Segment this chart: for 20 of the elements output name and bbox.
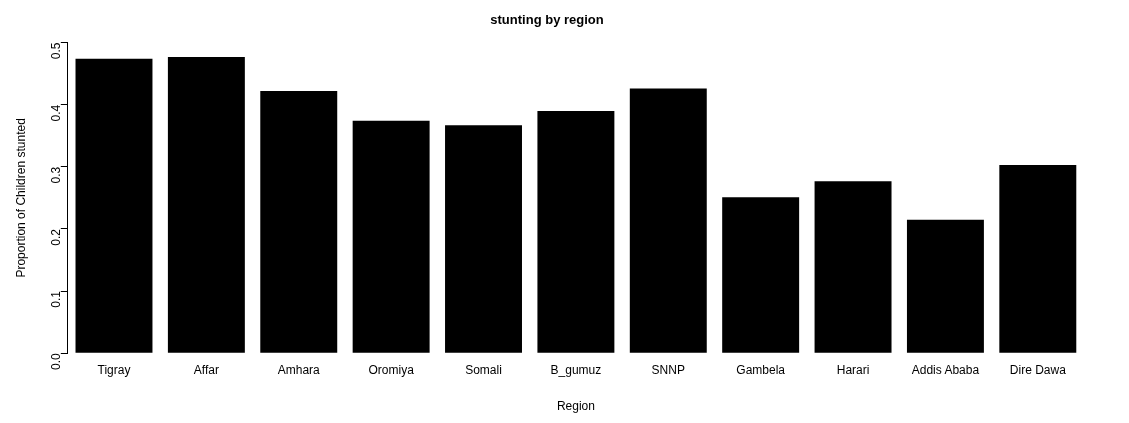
x-tick-label: Somali: [465, 362, 502, 377]
x-tick-label: B_gumuz: [550, 362, 602, 377]
x-tick-label: Dire Dawa: [1009, 362, 1067, 377]
x-tick-label: Oromiya: [368, 362, 415, 377]
x-tick-label: SNNP: [651, 362, 685, 377]
x-tick-label: Tigray: [97, 362, 131, 377]
x-tick-label: Harari: [836, 362, 870, 377]
chart-title: stunting by region: [490, 12, 604, 28]
y-tick-label: 0.0: [49, 352, 64, 370]
y-tick-label: 0.4: [49, 104, 64, 122]
y-tick-label: 0.3: [49, 166, 64, 184]
x-tick-label: Affar: [193, 362, 219, 377]
x-tick-label: Addis Ababa: [911, 362, 980, 377]
y-tick-label: 0.5: [49, 42, 64, 60]
x-tick-label: Amhara: [277, 362, 321, 377]
y-tick-label: 0.1: [49, 290, 64, 308]
x-tick-label: Gambela: [736, 362, 786, 377]
y-axis-title: Proportion of Children stunted: [13, 118, 28, 278]
x-axis-title: Region: [556, 399, 595, 414]
y-tick-label: 0.2: [49, 228, 64, 246]
